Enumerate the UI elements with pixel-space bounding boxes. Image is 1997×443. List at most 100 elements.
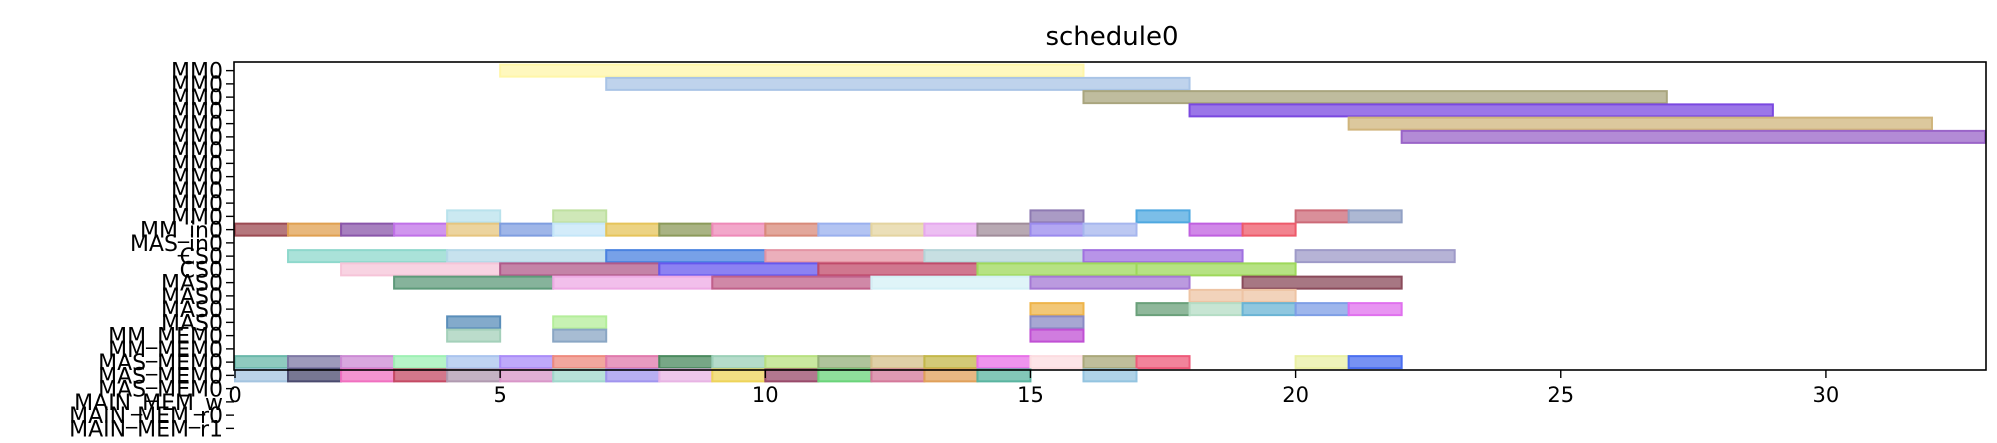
x-axis: 0 5 10 15 20 25 30: [228, 370, 1839, 407]
task-bar: [976, 222, 1032, 237]
task-bar: [446, 315, 502, 330]
task-bar: [764, 249, 926, 264]
task-bar: [1294, 355, 1350, 370]
task-bar: [1188, 222, 1244, 237]
task-bar: [870, 222, 926, 237]
task-bar: [1188, 288, 1244, 303]
task-bar: [1241, 302, 1297, 317]
task-bar: [923, 355, 979, 370]
task-bar: [1029, 315, 1085, 330]
task-bar: [817, 262, 979, 277]
task-bar: [658, 222, 714, 237]
task-bar: [287, 368, 343, 383]
task-bar: [870, 275, 1032, 290]
x-tick-label: 20: [1282, 383, 1309, 407]
task-bar: [605, 355, 661, 370]
task-bar: [1029, 328, 1085, 343]
task-bar: [1294, 249, 1456, 264]
y-tick-label: MAS0: [161, 285, 223, 310]
y-tick-label: MAS_in0: [130, 232, 223, 257]
y-tick-label: MAS0: [161, 272, 223, 297]
task-bar: [605, 222, 661, 237]
x-tick-label: 0: [228, 383, 241, 407]
task-bar: [1082, 355, 1138, 370]
task-bar: [711, 368, 767, 383]
task-bar: [1241, 275, 1403, 290]
y-tick-label: CS0: [180, 258, 223, 283]
y-tick-label: MM_in0: [140, 219, 223, 244]
task-bar: [234, 222, 290, 237]
task-bar: [1347, 116, 1933, 131]
task-bar: [976, 262, 1138, 277]
y-tick-label: MM_MEM0: [108, 338, 223, 363]
task-bar: [446, 222, 502, 237]
task-bar: [552, 368, 608, 383]
task-bar: [393, 222, 449, 237]
task-bar: [552, 222, 608, 237]
task-bar: [1135, 355, 1191, 370]
x-tick-label: 5: [493, 383, 506, 407]
y-tick-label: MAS_MEM0: [98, 351, 223, 376]
task-bar: [711, 355, 767, 370]
task-bar: [1347, 302, 1403, 317]
task-bar: [552, 355, 608, 370]
task-bar: [817, 368, 873, 383]
y-tick-label: MM0: [171, 192, 223, 217]
task-bar: [499, 355, 555, 370]
task-bar: [234, 368, 290, 383]
y-tick-label: MAS0: [161, 298, 223, 323]
y-tick-label: MM0: [171, 179, 223, 204]
task-bar: [552, 328, 608, 343]
task-bar: [1400, 129, 1986, 144]
task-bar: [499, 63, 1085, 78]
task-bar: [499, 262, 661, 277]
task-bar: [1082, 249, 1244, 264]
y-tick-label: MM0: [171, 60, 223, 85]
task-bar: [446, 209, 502, 224]
task-bar: [1294, 302, 1350, 317]
task-bar: [1188, 302, 1244, 317]
task-bar: [764, 368, 820, 383]
y-axis: MM0MM0MM0MM0MM0MM0MM0MM0MM0MM0MM0MM0MM_i…: [69, 60, 234, 442]
task-bar: [870, 368, 926, 383]
task-bars: [234, 63, 1986, 383]
task-bar: [340, 368, 396, 383]
task-bar: [1347, 355, 1403, 370]
task-bar: [1347, 209, 1403, 224]
task-bar: [976, 368, 1032, 383]
task-bar: [658, 368, 714, 383]
task-bar: [1029, 355, 1085, 370]
y-tick-label: MM0: [171, 205, 223, 230]
y-tick-label: MM0: [171, 86, 223, 111]
task-bar: [393, 368, 449, 383]
task-bar: [1029, 275, 1191, 290]
task-bar: [552, 209, 608, 224]
task-bar: [764, 222, 820, 237]
task-bar: [1082, 90, 1668, 105]
y-tick-label: MAS_MEM0: [98, 364, 223, 389]
x-tick-label: 30: [1813, 383, 1840, 407]
task-bar: [393, 355, 449, 370]
task-bar: [340, 262, 502, 277]
task-bar: [287, 222, 343, 237]
task-bar: [446, 249, 608, 264]
task-bar: [1135, 209, 1191, 224]
task-bar: [1135, 262, 1297, 277]
task-bar: [711, 275, 873, 290]
task-bar: [1029, 209, 1085, 224]
y-tick-label: MM0: [171, 99, 223, 124]
task-bar: [340, 222, 396, 237]
task-bar: [605, 249, 767, 264]
x-tick-label: 15: [1017, 383, 1044, 407]
task-bar: [764, 355, 820, 370]
task-bar: [552, 315, 608, 330]
task-bar: [1241, 288, 1297, 303]
task-bar: [605, 76, 1191, 91]
task-bar: [1135, 302, 1191, 317]
task-bar: [1188, 103, 1774, 118]
task-bar: [287, 355, 343, 370]
y-tick-label: MM0: [171, 113, 223, 138]
y-tick-label: MM0: [171, 73, 223, 98]
